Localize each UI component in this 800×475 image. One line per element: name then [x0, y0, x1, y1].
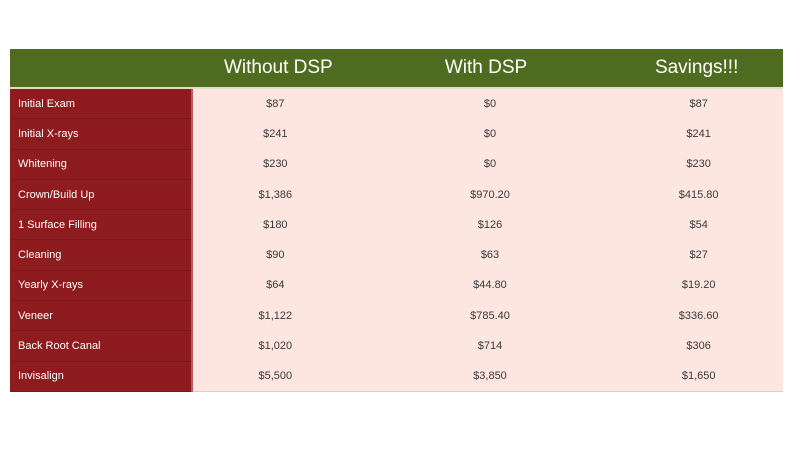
with-dsp-value: $785.40	[470, 309, 510, 322]
savings-value: $87	[689, 97, 708, 110]
without-dsp-value: $64	[266, 279, 285, 292]
table-row: Back Root Canal $1,020 $714 $306	[10, 330, 783, 363]
savings-value: $415.80	[678, 188, 719, 201]
with-dsp-cell: $44.80	[389, 270, 587, 302]
header-with-dsp: With DSP	[444, 57, 528, 78]
savings-cell: $87	[586, 88, 783, 120]
with-dsp-cell: $714	[389, 330, 587, 363]
without-dsp-value: $241	[263, 127, 288, 140]
without-dsp-cell: $241	[193, 118, 390, 151]
table-row: Initial Exam $87 $0 $87	[10, 88, 783, 120]
with-dsp-value: $0	[483, 158, 497, 171]
without-dsp-cell: $64	[193, 270, 390, 302]
without-dsp-value: $1,386	[258, 188, 293, 201]
with-dsp-cell: $63	[389, 239, 587, 272]
without-dsp-value: $87	[266, 97, 285, 110]
with-dsp-cell: $0	[389, 88, 587, 120]
without-dsp-cell: $87	[193, 88, 390, 120]
without-dsp-cell: $1,386	[193, 179, 390, 211]
savings-value: $306	[686, 340, 711, 353]
row-divider	[191, 331, 193, 362]
without-dsp-value: $90	[266, 249, 285, 262]
row-divider	[191, 361, 193, 392]
row-label: Back Root Canal	[10, 331, 191, 362]
without-dsp-cell: $1,122	[193, 300, 390, 332]
without-dsp-cell: $180	[193, 209, 390, 241]
table-row: Whitening $230 $0 $230	[10, 149, 783, 181]
with-dsp-cell: $970.20	[389, 179, 587, 211]
pricing-comparison-table: Without DSP With DSP Savings!!! Initial …	[10, 49, 783, 393]
table-row: Invisalign $5,500 $3,850 $1,650	[10, 361, 783, 393]
savings-cell: $230	[586, 149, 783, 181]
without-dsp-cell: $1,020	[193, 330, 390, 363]
with-dsp-cell: $3,850	[389, 361, 587, 393]
savings-value: $230	[686, 158, 711, 171]
without-dsp-cell: $230	[193, 149, 390, 181]
with-dsp-value: $0	[483, 127, 497, 140]
without-dsp-cell: $5,500	[193, 361, 390, 393]
row-label: 1 Surface Filling	[10, 210, 191, 241]
savings-cell: $241	[586, 118, 783, 151]
table-row: 1 Surface Filling $180 $126 $54	[10, 209, 783, 241]
with-dsp-value: $970.20	[470, 188, 510, 201]
table-row: Yearly X-rays $64 $44.80 $19.20	[10, 270, 783, 302]
savings-cell: $54	[586, 209, 783, 241]
without-dsp-value: $180	[263, 218, 288, 231]
without-dsp-cell: $90	[193, 239, 390, 272]
without-dsp-value: $1,122	[258, 309, 293, 322]
savings-cell: $306	[586, 330, 783, 363]
row-divider	[191, 270, 193, 302]
savings-value: $27	[689, 249, 708, 262]
row-label: Whitening	[10, 149, 191, 180]
with-dsp-value: $126	[477, 218, 503, 231]
savings-value: $336.60	[678, 309, 719, 322]
table-row: Initial X-rays $241 $0 $241	[10, 118, 783, 151]
savings-value: $241	[686, 127, 711, 140]
savings-value: $54	[689, 218, 708, 231]
savings-cell: $1,650	[586, 361, 783, 393]
row-divider	[191, 179, 193, 211]
row-label: Crown/Build Up	[10, 179, 191, 211]
with-dsp-value: $44.80	[473, 279, 507, 292]
with-dsp-value: $0	[483, 97, 497, 110]
row-divider	[191, 89, 193, 120]
row-label: Initial Exam	[10, 89, 191, 120]
table-row: Veneer $1,122 $785.40 $336.60	[10, 300, 783, 332]
table-header-row: Without DSP With DSP Savings!!!	[10, 49, 783, 89]
row-divider	[191, 240, 193, 271]
with-dsp-cell: $0	[389, 149, 587, 181]
table-row: Crown/Build Up $1,386 $970.20 $415.80	[10, 179, 783, 211]
without-dsp-value: $5,500	[258, 370, 293, 383]
with-dsp-cell: $785.40	[389, 300, 587, 332]
with-dsp-value: $714	[477, 340, 503, 353]
row-label: Yearly X-rays	[10, 270, 191, 302]
row-label: Initial X-rays	[10, 119, 191, 150]
header-savings: Savings!!!	[654, 57, 739, 78]
row-divider	[191, 210, 193, 241]
savings-cell: $19.20	[586, 270, 783, 302]
savings-value: $1,650	[681, 370, 716, 383]
row-divider	[191, 301, 193, 332]
with-dsp-value: $63	[480, 249, 500, 262]
table-row: Cleaning $90 $63 $27	[10, 239, 783, 272]
without-dsp-value: $1,020	[258, 340, 293, 353]
row-divider	[191, 119, 193, 150]
row-divider	[191, 149, 193, 180]
row-label: Veneer	[10, 301, 191, 332]
savings-cell: $27	[586, 239, 783, 272]
header-without-dsp: Without DSP	[223, 57, 333, 78]
savings-cell: $336.60	[586, 300, 783, 332]
with-dsp-value: $3,850	[473, 370, 507, 383]
table-body: Initial Exam $87 $0 $87 Initial X-rays $…	[10, 88, 783, 393]
with-dsp-cell: $0	[389, 118, 587, 151]
without-dsp-value: $230	[263, 158, 288, 171]
savings-value: $19.20	[681, 279, 716, 292]
savings-cell: $415.80	[586, 179, 783, 211]
row-label: Invisalign	[10, 361, 191, 392]
with-dsp-cell: $126	[389, 209, 587, 241]
row-label: Cleaning	[10, 240, 191, 271]
